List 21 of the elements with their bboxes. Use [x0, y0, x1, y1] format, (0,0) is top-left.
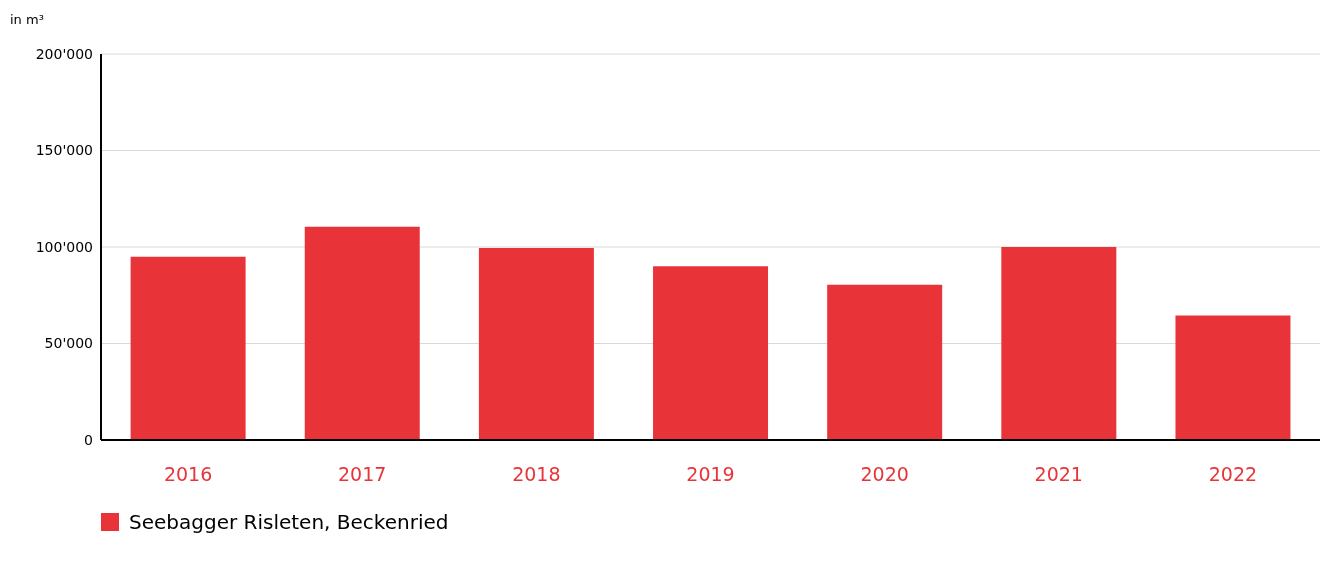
x-tick-label: 2019 — [686, 463, 735, 486]
x-tick-label: 2021 — [1034, 463, 1083, 486]
bar — [130, 256, 246, 440]
x-tick-label: 2022 — [1208, 463, 1258, 486]
y-tick-label: 0 — [84, 431, 93, 448]
legend-label: Seebagger Risleten, Beckenried — [129, 510, 449, 534]
x-tick-label: 2018 — [512, 463, 561, 486]
x-tick-label: 2016 — [163, 463, 213, 486]
x-tick-label: 2017 — [338, 463, 387, 486]
y-tick-label: 100'000 — [35, 238, 93, 255]
bar — [304, 226, 420, 440]
bar — [1175, 315, 1291, 440]
y-tick-label: 150'000 — [35, 142, 93, 159]
y-tick-label: 200'000 — [35, 45, 93, 62]
y-axis-title: in m³ — [10, 12, 44, 27]
bar — [827, 284, 943, 440]
y-tick-label: 50'000 — [44, 335, 93, 352]
bar — [1001, 247, 1117, 440]
x-tick-label: 2020 — [860, 463, 909, 486]
bar — [653, 266, 769, 440]
bar — [478, 247, 594, 440]
